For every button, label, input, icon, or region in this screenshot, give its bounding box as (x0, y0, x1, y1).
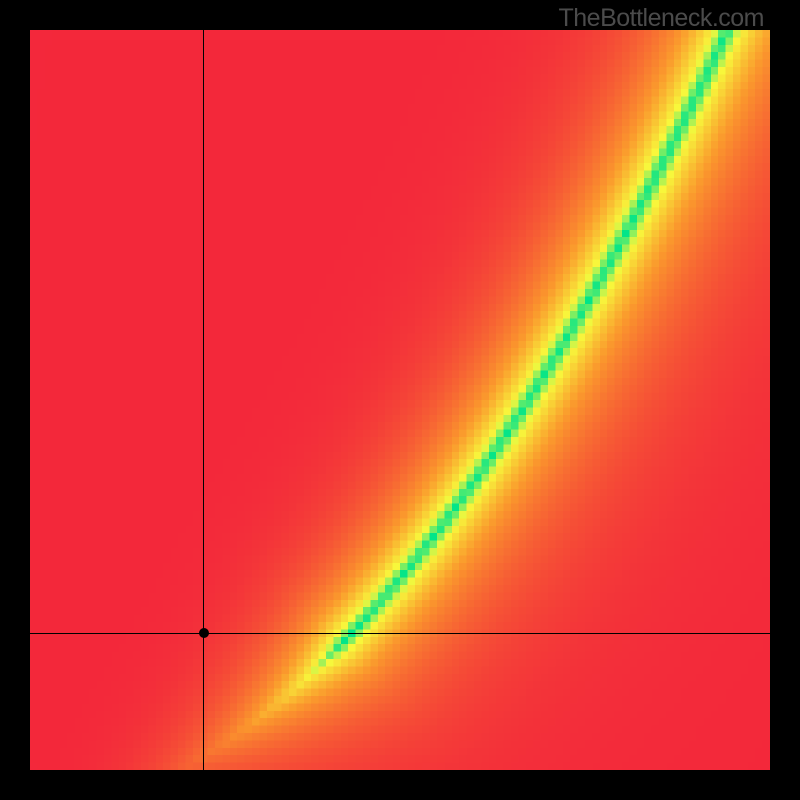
marker-dot (199, 628, 209, 638)
chart-container: TheBottleneck.com (0, 0, 800, 800)
crosshair-vertical (203, 30, 204, 770)
heatmap-canvas (30, 30, 770, 770)
crosshair-horizontal (30, 633, 770, 634)
watermark-text: TheBottleneck.com (559, 4, 765, 33)
